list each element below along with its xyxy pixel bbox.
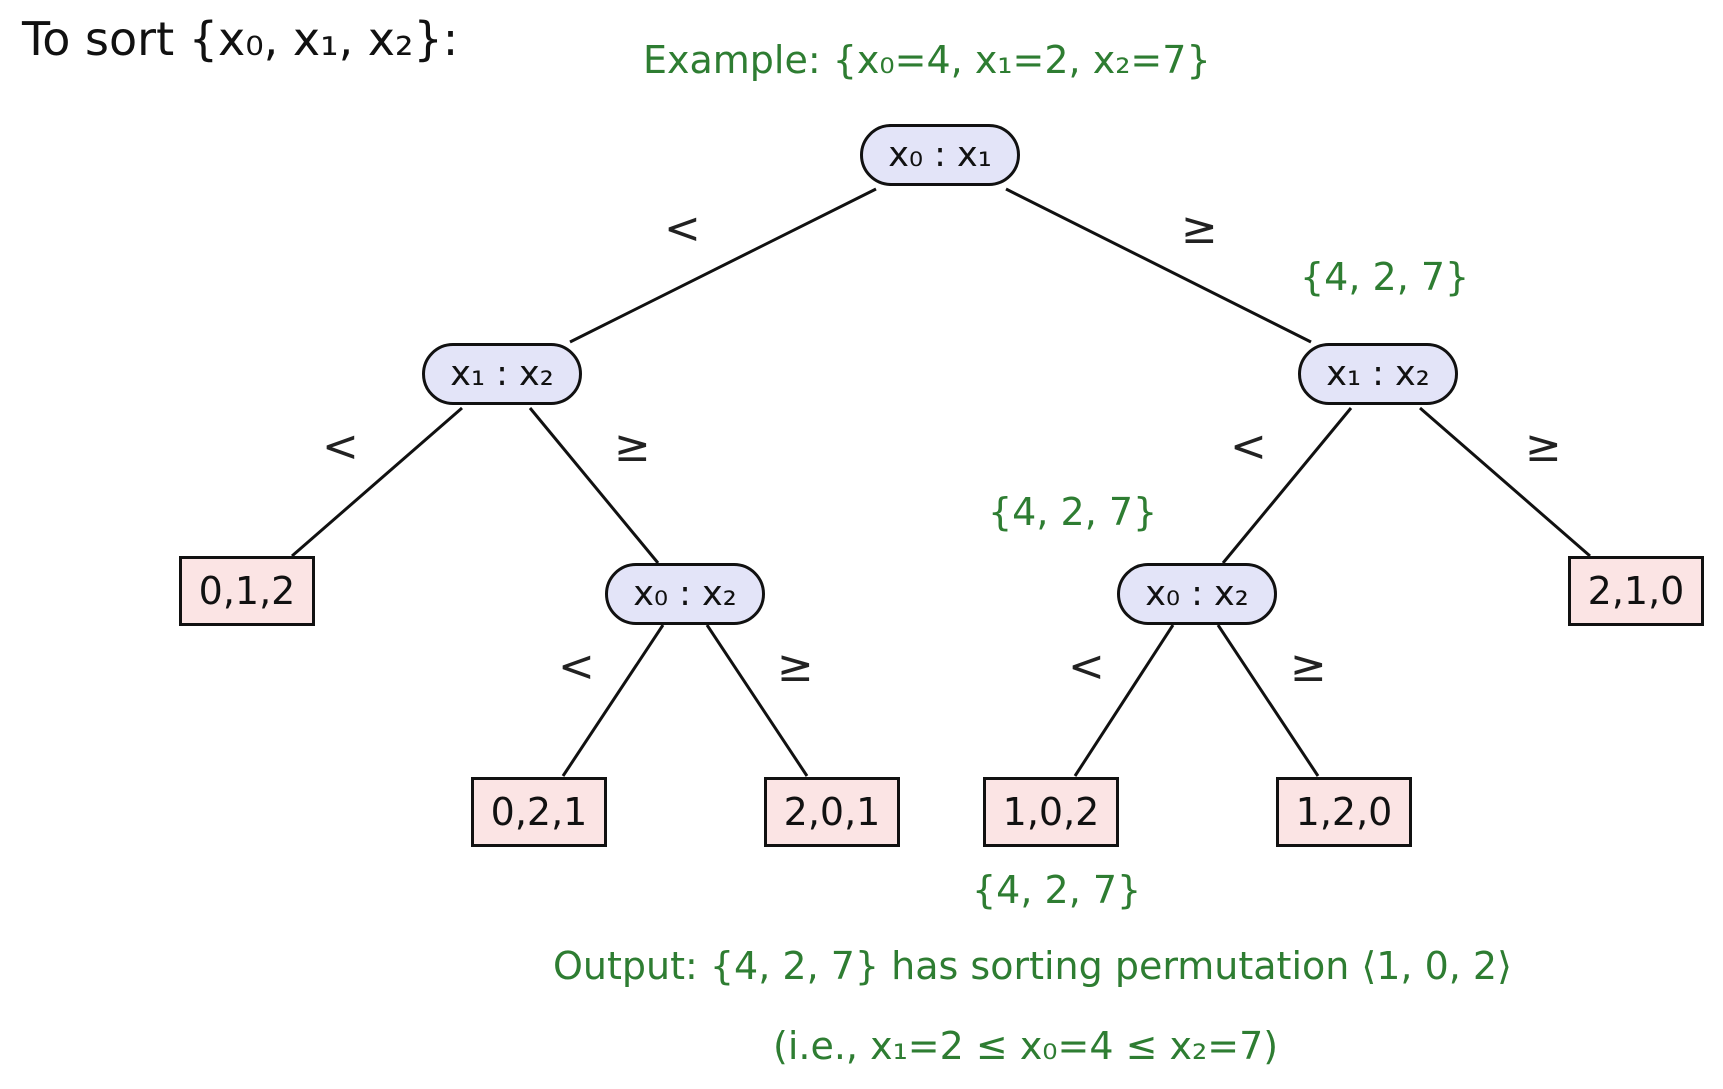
comparison-node-right: x₁ : x₂ [1298, 343, 1458, 405]
path-annotation-2: {4, 2, 7} [988, 490, 1158, 534]
edge-label-left-geq: ≥ [614, 421, 651, 472]
diagram-title: To sort {x₀, x₁, x₂}: [22, 12, 459, 66]
comparison-node-right-left-label: x₀ : x₂ [1145, 574, 1249, 614]
edge-right-leaf6 [1419, 406, 1591, 558]
edge-label-root-less: < [664, 203, 701, 254]
output-line-1: Output: {4, 2, 7} has sorting permutatio… [553, 944, 1512, 988]
edge-label-left-right-geq: ≥ [777, 641, 814, 692]
edge-root-left [569, 187, 877, 344]
leaf-permutation-6: 2,1,0 [1568, 556, 1704, 626]
edge-rightleft-leaf5 [1216, 624, 1320, 777]
edge-left-leaf1 [291, 406, 463, 558]
leaf-permutation-4: 1,0,2 [983, 777, 1119, 847]
edge-label-right-left-geq: ≥ [1290, 641, 1327, 692]
path-annotation-1: {4, 2, 7} [1300, 255, 1470, 299]
comparison-node-left-label: x₁ : x₂ [450, 354, 554, 394]
edge-leftright-leaf2 [561, 624, 665, 777]
edge-label-root-geq: ≥ [1181, 203, 1218, 254]
comparison-node-right-left: x₀ : x₂ [1117, 563, 1277, 625]
leaf-permutation-3: 2,0,1 [764, 777, 900, 847]
edge-label-right-geq: ≥ [1525, 421, 1562, 472]
comparison-node-left-right-label: x₀ : x₂ [633, 574, 737, 614]
example-label: Example: {x₀=4, x₁=2, x₂=7} [643, 38, 1211, 82]
leaf-permutation-1: 0,1,2 [179, 556, 315, 626]
comparison-node-root-label: x₀ : x₁ [888, 135, 992, 175]
leaf-permutation-5: 1,2,0 [1276, 777, 1412, 847]
comparison-node-right-label: x₁ : x₂ [1326, 354, 1430, 394]
leaf-permutation-2: 0,2,1 [471, 777, 607, 847]
edge-label-left-less: < [322, 421, 359, 472]
edge-right-rightleft [1221, 407, 1353, 564]
edge-rightleft-leaf4 [1073, 624, 1175, 777]
edge-root-right [1005, 187, 1312, 344]
edge-label-right-less: < [1230, 421, 1267, 472]
path-annotation-3: {4, 2, 7} [972, 868, 1142, 912]
comparison-node-left-right: x₀ : x₂ [605, 563, 765, 625]
edge-leftright-leaf3 [705, 624, 809, 777]
edge-label-right-left-less: < [1068, 641, 1105, 692]
comparison-node-left: x₁ : x₂ [422, 343, 582, 405]
edge-label-left-right-less: < [558, 641, 595, 692]
edge-left-leftright [528, 407, 660, 564]
output-line-2: (i.e., x₁=2 ≤ x₀=4 ≤ x₂=7) [773, 1024, 1279, 1068]
comparison-node-root: x₀ : x₁ [860, 124, 1020, 186]
